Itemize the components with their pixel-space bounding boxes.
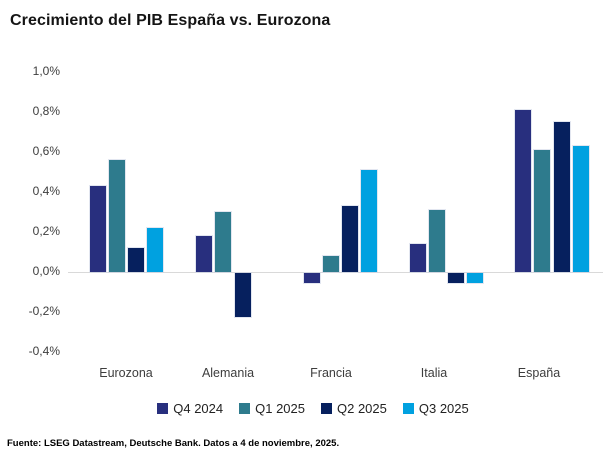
legend-label: Q4 2024 xyxy=(173,401,224,416)
x-category-label-alemania: Alemania xyxy=(201,366,255,380)
legend-label: Q1 2025 xyxy=(255,401,305,416)
x-category-label-espa-a: España xyxy=(517,366,561,380)
legend-swatch-icon-q1-2025 xyxy=(239,403,251,414)
bar-q4-2024-eurozona xyxy=(89,186,106,272)
bar-q3-2025-espa-a xyxy=(572,146,589,272)
y-axis-tick-label: -0,2% xyxy=(28,304,60,318)
bar-q3-2025-francia xyxy=(361,170,378,272)
bar-q1-2025-espa-a xyxy=(534,150,551,272)
bar-q2-2025-francia xyxy=(342,206,359,272)
legend-label: Q2 2025 xyxy=(337,401,387,416)
bar-q4-2024-italia xyxy=(409,244,426,272)
y-axis-tick-label: 0,2% xyxy=(32,224,60,238)
bar-q3-2025-italia xyxy=(467,273,484,283)
y-axis-tick-label: 0,4% xyxy=(32,184,60,198)
bar-q1-2025-eurozona xyxy=(108,160,125,272)
legend-swatch-icon-q2-2025 xyxy=(321,403,332,414)
bar-q2-2025-espa-a xyxy=(553,122,570,272)
bar-q4-2024-alemania xyxy=(196,236,213,272)
bar-q1-2025-alemania xyxy=(215,212,232,272)
bar-q1-2025-italia xyxy=(428,210,445,272)
bar-q4-2024-francia xyxy=(303,273,320,283)
chart-legend: Q4 2024 Q1 2025 Q2 2025 Q3 2025 xyxy=(9,401,608,416)
x-category-label-italia: Italia xyxy=(420,366,448,380)
y-axis-tick-label: 0,8% xyxy=(32,104,60,118)
bar-q1-2025-francia xyxy=(322,256,339,272)
x-axis-baseline xyxy=(68,272,603,273)
legend-label: Q3 2025 xyxy=(418,401,469,416)
legend-swatch-icon-q4-2024 xyxy=(157,403,169,414)
y-axis-tick-label: 1,0% xyxy=(32,64,60,78)
chart-title: Crecimiento del PIB España vs. Eurozona xyxy=(10,12,331,29)
y-axis-tick-label: -0,4% xyxy=(28,344,60,358)
legend-swatch-icon-q3-2025 xyxy=(402,403,414,414)
bar-q2-2025-eurozona xyxy=(128,248,145,272)
bar-q4-2024-espa-a xyxy=(515,110,532,272)
legend-item-q3-2025: Q3 2025 xyxy=(402,401,469,416)
bar-q3-2025-eurozona xyxy=(147,228,164,272)
x-category-label-eurozona: Eurozona xyxy=(99,366,153,380)
legend-item-q1-2025: Q1 2025 xyxy=(239,401,305,416)
y-axis-tick-label: 0,6% xyxy=(32,144,60,158)
bar-q2-2025-alemania xyxy=(234,273,251,317)
x-category-label-francia: Francia xyxy=(310,366,352,380)
legend-item-q4-2024: Q4 2024 xyxy=(157,401,223,416)
source-note: Fuente: LSEG Datastream, Deutsche Bank. … xyxy=(7,438,340,449)
y-axis-tick-label: 0,0% xyxy=(32,264,60,278)
bar-q2-2025-italia xyxy=(448,273,465,283)
legend-item-q2-2025: Q2 2025 xyxy=(321,401,387,416)
